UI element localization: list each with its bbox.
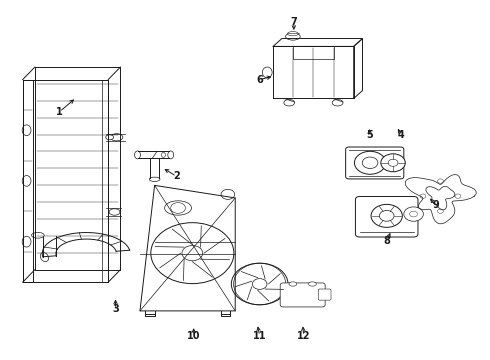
- Text: 3: 3: [112, 304, 119, 314]
- Circle shape: [438, 179, 443, 183]
- Ellipse shape: [332, 99, 343, 106]
- Ellipse shape: [165, 201, 192, 215]
- Text: 2: 2: [173, 171, 180, 181]
- Circle shape: [381, 154, 405, 172]
- Text: 7: 7: [291, 17, 297, 27]
- Circle shape: [420, 194, 426, 198]
- Circle shape: [252, 279, 267, 289]
- Circle shape: [410, 211, 417, 217]
- FancyBboxPatch shape: [345, 147, 404, 179]
- FancyBboxPatch shape: [318, 289, 331, 300]
- Text: 6: 6: [256, 75, 263, 85]
- Text: 8: 8: [383, 236, 390, 246]
- Text: 1: 1: [56, 107, 63, 117]
- Ellipse shape: [149, 177, 160, 181]
- Text: 4: 4: [398, 130, 405, 140]
- Ellipse shape: [309, 282, 317, 286]
- Circle shape: [455, 194, 461, 198]
- Ellipse shape: [289, 282, 297, 286]
- Ellipse shape: [168, 151, 173, 159]
- Ellipse shape: [286, 33, 300, 40]
- Text: 5: 5: [366, 130, 373, 140]
- Ellipse shape: [106, 135, 114, 140]
- Ellipse shape: [31, 233, 44, 238]
- Ellipse shape: [288, 32, 298, 36]
- Bar: [102, 80, 108, 282]
- Text: 12: 12: [297, 331, 310, 341]
- Text: 9: 9: [432, 200, 439, 210]
- Circle shape: [438, 209, 443, 213]
- Circle shape: [231, 263, 288, 305]
- Text: 11: 11: [253, 331, 267, 341]
- FancyBboxPatch shape: [355, 197, 418, 237]
- Circle shape: [371, 204, 402, 227]
- Ellipse shape: [109, 209, 120, 215]
- Circle shape: [404, 207, 423, 221]
- Circle shape: [388, 159, 398, 166]
- Ellipse shape: [22, 236, 31, 247]
- Circle shape: [171, 203, 185, 213]
- Ellipse shape: [40, 252, 49, 262]
- Circle shape: [354, 151, 386, 174]
- Ellipse shape: [284, 99, 294, 106]
- Ellipse shape: [22, 125, 31, 136]
- Ellipse shape: [161, 152, 165, 157]
- FancyBboxPatch shape: [280, 283, 325, 307]
- Ellipse shape: [110, 134, 123, 141]
- Ellipse shape: [22, 176, 31, 186]
- Circle shape: [362, 157, 378, 168]
- Circle shape: [151, 223, 234, 284]
- Circle shape: [221, 189, 235, 199]
- Ellipse shape: [262, 67, 272, 78]
- Ellipse shape: [135, 151, 141, 159]
- Circle shape: [182, 246, 203, 261]
- Text: 10: 10: [187, 331, 200, 341]
- Circle shape: [379, 211, 394, 221]
